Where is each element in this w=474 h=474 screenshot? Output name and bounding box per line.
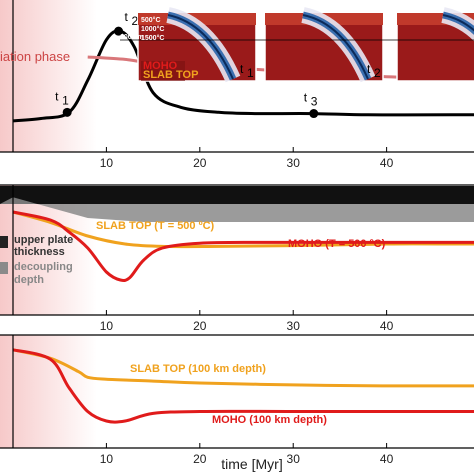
upper-plate-swatch xyxy=(0,236,8,248)
moho-100km-label: MOHO (100 km depth) xyxy=(212,414,327,426)
bottom-panel: SLAB TOP (100 km depth) MOHO (100 km dept… xyxy=(12,348,474,426)
marker-label-t3: t xyxy=(304,91,308,105)
upper-plate-thickness-label-2: thickness xyxy=(14,246,65,258)
isotherm-label-2: 1500°C xyxy=(141,34,164,42)
middle-xtick-label-10: 10 xyxy=(100,319,114,333)
inset-legend-bg xyxy=(141,61,185,81)
snapshot-label: t xyxy=(367,62,371,76)
bottom-xtick-label-30: 30 xyxy=(287,452,301,466)
x-axis-title: time [Myr] xyxy=(221,456,282,472)
bottom-xtick-label-10: 10 xyxy=(100,452,114,466)
bottom-xtick-label-40: 40 xyxy=(380,452,394,466)
snapshot-label: t xyxy=(240,62,244,76)
decoupling-swatch xyxy=(0,262,8,274)
bottom-phase-shading xyxy=(0,335,98,448)
slab-center xyxy=(302,14,369,80)
top-phase-shading xyxy=(0,0,98,152)
marker-label-t2: t xyxy=(125,10,129,24)
middle-series-1 xyxy=(12,210,474,283)
slab-center xyxy=(167,14,234,80)
inset-legend-moho: MOHO xyxy=(143,60,178,72)
top-xtick-label-20: 20 xyxy=(193,156,207,170)
top-xtick-label-30: 30 xyxy=(287,156,301,170)
isotherm-label-1: 1000°C xyxy=(141,25,164,33)
bottom-series-0 xyxy=(12,348,474,388)
middle-xtick-label-30: 30 xyxy=(287,319,301,333)
snapshot-t3: t3 xyxy=(396,7,474,82)
decoupling-depth-label: decoupling xyxy=(14,261,73,273)
slab-top-100km-label: SLAB TOP (100 km depth) xyxy=(130,363,266,375)
bottom-xtick-label-20: 20 xyxy=(193,452,207,466)
slab-top-label: SLAB TOP (T = 500 ºC) xyxy=(96,220,215,232)
marker-t2 xyxy=(114,26,124,36)
marker-sub-t3: 3 xyxy=(311,95,318,109)
marker-sub-t1: 1 xyxy=(62,93,69,107)
upper-plate-band xyxy=(0,186,474,204)
inset-legend-slabtop: SLAB TOP xyxy=(143,69,198,81)
background-layer xyxy=(0,0,98,448)
phase-label: iation phase xyxy=(0,49,70,64)
moho-label: MOHO (T = 500 ºC) xyxy=(288,238,386,250)
marker-t1 xyxy=(62,107,72,117)
decoupling-depth-band xyxy=(0,197,474,222)
snapshot-sub: 1 xyxy=(247,66,254,80)
upper-plate-thickness-label: upper plate xyxy=(14,234,73,246)
middle-xtick-label-20: 20 xyxy=(193,319,207,333)
marker-label-t1: t xyxy=(55,89,59,103)
marker-t3 xyxy=(309,109,319,119)
middle-xtick-label-40: 40 xyxy=(380,319,394,333)
middle-panel: SLAB TOP (T = 500 ºC) MOHO (T = 500 ºC) up… xyxy=(0,186,474,286)
marker-sub-t2: 2 xyxy=(132,14,139,28)
100km-label: 100 km xyxy=(120,34,144,41)
isotherm-label-0: 500°C xyxy=(141,16,161,24)
top-xtick-label-10: 10 xyxy=(100,156,114,170)
slab-center xyxy=(442,14,474,32)
snapshot-sub: 2 xyxy=(374,66,381,80)
top-xtick-label-40: 40 xyxy=(380,156,394,170)
bottom-series-1 xyxy=(12,348,474,424)
decoupling-depth-label-2: depth xyxy=(14,274,44,286)
